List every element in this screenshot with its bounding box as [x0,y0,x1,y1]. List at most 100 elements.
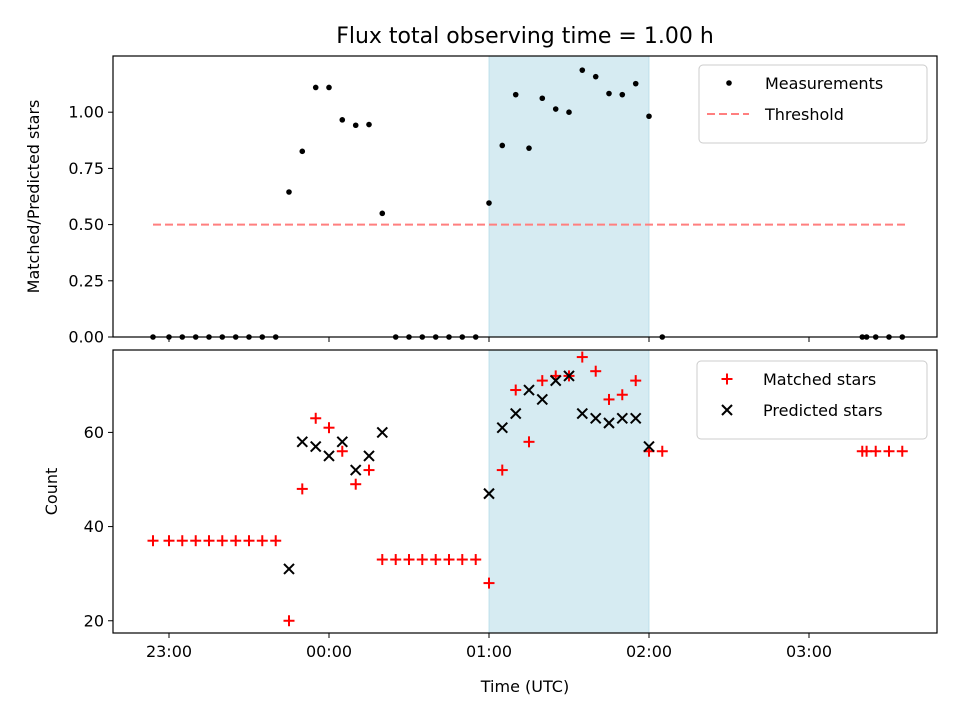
matched-star-point [616,389,628,401]
matched-star-point [470,554,482,566]
matched-star-point [163,535,175,547]
x-tick-label: 02:00 [626,642,672,661]
predicted-star-point [283,563,295,575]
legend-plus-marker [721,373,733,385]
matched-star-point [883,445,895,457]
matched-star-point [656,445,668,457]
y-tick-label: 1.00 [68,103,104,122]
matched-star-point [283,615,295,627]
legend-dot-marker [726,80,732,86]
matched-star-point [523,436,535,448]
measurement-point [339,117,346,123]
y-tick-label: 20 [84,611,104,630]
predicted-star-point [603,417,615,429]
measurement-point [632,80,639,87]
measurement-point [579,67,586,73]
measurement-point [499,142,506,149]
measurement-point [379,210,386,217]
predicted-star-point [483,487,495,500]
shaded-span-rect [488,55,650,338]
predicted-star-point [563,370,575,382]
bottom-axes-frame [112,349,938,634]
matched-star-point [350,478,362,490]
matched-star-point [256,535,268,547]
matched-star-point [456,554,468,566]
top-axes-frame [112,55,938,338]
chart-title: Flux total observing time = 1.00 h [336,24,714,49]
measurement-point [592,73,599,80]
matched-star-point [510,384,522,396]
matched-star-point [147,535,159,547]
predicted-star-point [296,436,308,448]
measurement-point [486,200,492,206]
predicted-star-point [550,374,562,387]
measurement-point [299,148,306,155]
measurement-point [566,109,572,115]
legend-label: Matched stars [763,370,876,389]
matched-star-point [243,535,255,547]
measurement-point [646,113,652,120]
bottom-panel: 20 40 60 23:00 00:00 01:00 02:00 03:00 Count T… [42,349,938,696]
measurement-point [619,91,626,98]
matched-star-point [296,483,308,495]
matched-star-point [190,535,202,547]
matched-star-point [403,554,415,566]
matched-star-point [310,412,322,424]
measurement-point [512,91,519,98]
matched-star-point [896,445,908,457]
predicted-star-point [363,450,375,462]
matched-star-point [323,422,335,434]
y-tick-label: 40 [84,517,104,536]
matched-star-point [230,535,242,547]
x-tick-label: 23:00 [146,642,192,661]
predicted-star-point [323,450,335,462]
legend-x-marker [721,404,733,416]
x-tick-label: 01:00 [466,642,512,661]
bottom-x-ticks: 23:00 00:00 01:00 02:00 03:00 [146,633,832,661]
top-y-ticks: 0.00 0.25 0.50 0.75 1.00 [68,103,113,347]
measurement-point [286,189,292,195]
bottom-y-ticks: 20 40 60 [84,423,113,630]
predicted-star-point [510,407,522,420]
predicted-star-point [350,464,362,476]
matched-star-point [216,535,228,547]
top-shaded-span [488,55,650,338]
top-y-axis-label: Matched/Predicted stars [24,100,43,294]
top-x-ticks [168,337,810,342]
measurement-point [539,95,546,102]
predicted-star-point [496,421,508,434]
predicted-star-point [616,412,628,424]
legend-label: Threshold [764,105,844,124]
matched-star-point [416,554,428,566]
predicted-star-point [523,384,535,396]
matched-star-point [496,464,508,476]
predicted-star-point [590,412,602,424]
bottom-series [147,351,908,627]
legend-box [698,64,928,144]
y-tick-label: 0.00 [68,328,104,347]
measurement-point [552,106,559,112]
measurement-point [312,84,319,91]
matched-star-point [483,577,495,589]
matched-star-point [363,464,375,476]
matched-star-point [430,554,442,566]
bottom-y-axis-label: Count [42,468,61,516]
predicted-star-point [643,440,655,453]
matched-star-point [270,535,282,547]
y-tick-label: 0.75 [68,159,104,178]
predicted-star-point [336,436,348,448]
predicted-star-point [376,426,388,439]
legend-label: Predicted stars [763,401,883,420]
y-tick-label: 0.50 [68,215,104,234]
bottom-shaded-span [488,349,650,634]
matched-star-point [203,535,215,547]
x-tick-label: 03:00 [786,642,832,661]
y-tick-label: 60 [84,423,104,442]
measurement-point [326,84,332,91]
measurement-point [606,90,612,97]
matched-star-point [590,365,602,377]
matched-star-point [603,393,615,405]
top-legend: Measurements Threshold [698,64,928,144]
predicted-star-point [310,440,322,453]
